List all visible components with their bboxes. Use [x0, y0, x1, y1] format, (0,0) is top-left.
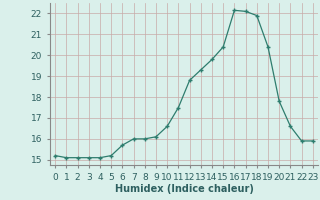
X-axis label: Humidex (Indice chaleur): Humidex (Indice chaleur): [115, 184, 253, 194]
